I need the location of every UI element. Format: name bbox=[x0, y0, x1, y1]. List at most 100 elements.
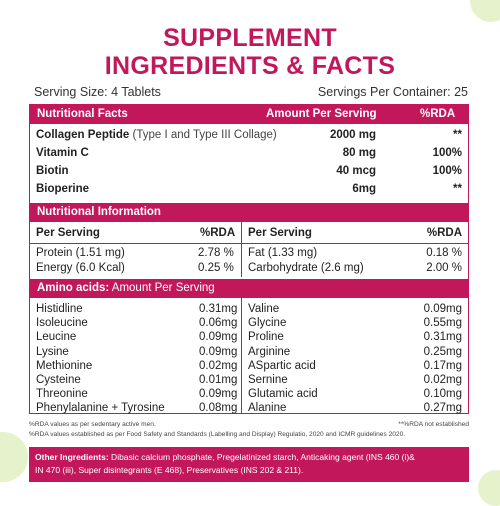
amino-name: Glycine bbox=[248, 317, 287, 330]
leaf-decoration bbox=[0, 432, 28, 482]
facts-header: Nutritional Facts Amount Per Serving %RD… bbox=[30, 105, 468, 124]
amino-name: Proline bbox=[248, 331, 284, 344]
amino-value: 0.31mg bbox=[423, 331, 462, 344]
amino-value: 0.02mg bbox=[423, 374, 462, 386]
leaf-decoration bbox=[470, 0, 500, 22]
amino-name: Histidline bbox=[36, 303, 83, 315]
amino-name: Sernine bbox=[248, 374, 288, 386]
amino-name: Lysine bbox=[36, 345, 69, 358]
amino-name: Cysteine bbox=[36, 374, 81, 386]
amino-name: Arginine bbox=[248, 345, 291, 358]
divider bbox=[241, 298, 242, 414]
serving-info: Serving Size: 4 Tablets Servings Per Con… bbox=[34, 85, 468, 99]
other-line2: IN 470 (iii), Super disintegrants (E 468… bbox=[35, 465, 304, 475]
nutrition-header-label: Nutritional Information bbox=[37, 206, 161, 218]
amino-row: Leucine 0.09mg Proline 0.31mg bbox=[30, 329, 468, 345]
amino-row: Cysteine 0.01mg Sernine 0.02mg bbox=[30, 372, 468, 388]
amino-name: Threonine bbox=[36, 388, 88, 401]
facts-header-label: Nutritional Facts bbox=[37, 108, 128, 120]
amino-name: Alanine bbox=[248, 402, 287, 415]
footnote-1-left: %RDA values as per sedentary active men. bbox=[29, 421, 156, 428]
facts-amount: 2000 mg bbox=[329, 129, 376, 141]
amino-name: ASpartic acid bbox=[248, 359, 316, 372]
facts-row: Vitamin C 80 mg 100% bbox=[30, 145, 468, 161]
amino-name: Valine bbox=[248, 303, 280, 315]
amino-value: 0.02mg bbox=[199, 359, 238, 372]
facts-amount: 80 mg bbox=[342, 147, 376, 159]
amino-value: 0.09mg bbox=[199, 345, 238, 358]
nutrition-row: Protein (1.51 mg) 2.78 % Fat (1.33 mg) 0… bbox=[30, 245, 468, 261]
amino-name: Methionine bbox=[36, 359, 93, 372]
nutrition-rda: 0.25 % bbox=[198, 262, 234, 274]
amino-value: 0.55mg bbox=[423, 317, 462, 330]
amino-value: 0.06mg bbox=[199, 317, 238, 330]
nutrition-subheader: Per Serving %RDA Per Serving %RDA bbox=[30, 225, 468, 241]
amino-value: 0.10mg bbox=[423, 388, 462, 401]
amino-row: Lysine 0.09mg Arginine 0.25mg bbox=[30, 344, 468, 360]
footnote-1-right: **%RDA not established bbox=[398, 421, 469, 428]
nutrition-detail: (1.51 mg) bbox=[75, 247, 125, 259]
facts-name: Collagen Peptide bbox=[36, 129, 130, 141]
facts-name: Biotin bbox=[36, 165, 69, 177]
amino-value: 0.25mg bbox=[423, 345, 462, 358]
nutrition-sub-per-serving: Per Serving bbox=[36, 227, 100, 239]
nutrition-row: Energy (6.0 Kcal) 0.25 % Carbohydrate (2… bbox=[30, 260, 468, 276]
other-ingredients: Other Ingredients: Dibasic calcium phosp… bbox=[29, 447, 469, 482]
facts-row: Bioperine 6mg ** bbox=[30, 181, 468, 197]
servings-per-container: Servings Per Container: 25 bbox=[317, 85, 468, 99]
nutrition-sub-per-serving: Per Serving bbox=[248, 227, 312, 239]
facts-amount: 6mg bbox=[352, 183, 376, 195]
amino-value: 0.27mg bbox=[423, 402, 462, 415]
nutrition-detail: (6.0 Kcal) bbox=[75, 262, 125, 274]
footnote-1: %RDA values as per sedentary active men. bbox=[29, 421, 156, 428]
amino-value: 0.31mg bbox=[199, 303, 238, 315]
facts-name: Vitamin C bbox=[36, 147, 89, 159]
facts-rda: 100% bbox=[432, 147, 462, 159]
amino-row: Isoleucine 0.06mg Glycine 0.55mg bbox=[30, 315, 468, 331]
facts-amount: 40 mcg bbox=[336, 165, 376, 177]
facts-row: Biotin 40 mcg 100% bbox=[30, 163, 468, 179]
amino-value: 0.01mg bbox=[199, 374, 238, 386]
amino-value: 0.09mg bbox=[423, 303, 462, 315]
other-line1: Dibasic calcium phosphate, Pregelatinize… bbox=[108, 452, 415, 462]
nutrition-name: Carbohydrate bbox=[248, 262, 318, 274]
nutrition-sub-rda: %RDA bbox=[200, 227, 236, 239]
nutrition-sub-rda: %RDA bbox=[426, 227, 462, 239]
amino-row: Threonine 0.09mg Glutamic acid 0.10mg bbox=[30, 386, 468, 402]
facts-header-rda: %RDA bbox=[420, 108, 456, 120]
amino-row: Methionine 0.02mg ASpartic acid 0.17mg bbox=[30, 358, 468, 374]
other-label: Other Ingredients: bbox=[35, 452, 109, 462]
amino-value: 0.17mg bbox=[423, 359, 462, 372]
amino-name: Glutamic acid bbox=[248, 388, 318, 401]
amino-row: Phenylalanine + Tyrosine 0.08mg Alanine 0.2… bbox=[30, 400, 468, 416]
amino-name: Phenylalanine + Tyrosine bbox=[36, 402, 165, 415]
nutrition-header: Nutritional Information bbox=[30, 203, 468, 222]
footnote-2: %RDA values established as per Food Safe… bbox=[29, 431, 406, 438]
amino-value: 0.08mg bbox=[199, 402, 238, 415]
page-title-line1: SUPPLEMENT bbox=[163, 24, 337, 52]
nutrition-name: Protein bbox=[36, 247, 73, 259]
facts-detail: (Type I and Type III Collage) bbox=[132, 129, 277, 141]
amino-header-bold: Amino acids: bbox=[37, 282, 110, 294]
facts-row: Collagen Peptide (Type I and Type III Co… bbox=[30, 127, 468, 143]
facts-header-amount: Amount Per Serving bbox=[266, 108, 377, 120]
amino-value: 0.09mg bbox=[199, 331, 238, 344]
facts-panel: Nutritional Facts Amount Per Serving %RD… bbox=[29, 104, 469, 414]
nutrition-rda: 0.18 % bbox=[426, 247, 462, 259]
nutrition-detail: (2.6 mg) bbox=[320, 262, 364, 274]
nutrition-rda: 2.78 % bbox=[198, 247, 234, 259]
page-title-line2: INGREDIENTS & FACTS bbox=[104, 52, 396, 80]
amino-value: 0.09mg bbox=[199, 388, 238, 401]
facts-rda: ** bbox=[453, 183, 462, 195]
nutrition-detail: (1.33 mg) bbox=[267, 247, 318, 259]
serving-size: Serving Size: 4 Tablets bbox=[34, 85, 161, 99]
amino-row: Histidline 0.31mg Valine 0.09mg bbox=[30, 301, 468, 317]
amino-name: Leucine bbox=[36, 331, 77, 344]
nutrition-name: Fat bbox=[248, 247, 265, 259]
facts-rda: ** bbox=[453, 129, 462, 141]
divider bbox=[241, 222, 242, 277]
amino-header: Amino acids: Amount Per Serving bbox=[30, 279, 468, 298]
facts-name: Bioperine bbox=[36, 183, 90, 195]
facts-rda: 100% bbox=[432, 165, 462, 177]
amino-header-rest: Amount Per Serving bbox=[109, 282, 215, 294]
